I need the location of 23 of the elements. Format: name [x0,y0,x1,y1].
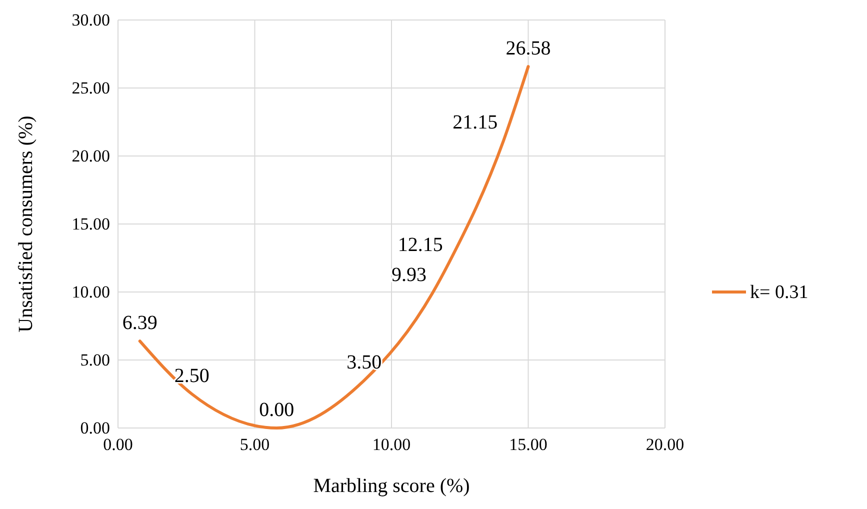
data-label: 12.15 [398,234,443,256]
y-tick-label: 20.00 [72,146,110,166]
y-tick-label: 5.00 [80,350,110,370]
y-tick-label: 0.00 [80,418,110,438]
x-tick-label: 15.00 [509,435,548,454]
data-label: 2.50 [174,365,210,387]
x-tick-label: 5.00 [240,435,270,454]
y-tick-label: 15.00 [72,214,110,234]
data-label: 0.00 [259,399,294,421]
y-tick-label: 25.00 [72,78,110,98]
data-label: 26.58 [506,38,551,60]
x-axis-title: Marbling score (%) [313,475,470,497]
legend-label: k= 0.31 [750,282,808,303]
data-label: 6.39 [122,312,158,334]
x-tick-label: 20.00 [646,435,684,454]
data-label: 21.15 [452,111,498,134]
data-label: 9.93 [392,264,427,286]
y-tick-label: 10.00 [72,282,110,302]
x-tick-label: 10.00 [372,435,411,454]
y-axis-title: Unsatisfied consumers (%) [15,116,37,332]
y-tick-label: 30.00 [72,10,110,30]
x-tick-label: 0.00 [103,435,133,454]
data-label: 3.50 [346,351,382,374]
